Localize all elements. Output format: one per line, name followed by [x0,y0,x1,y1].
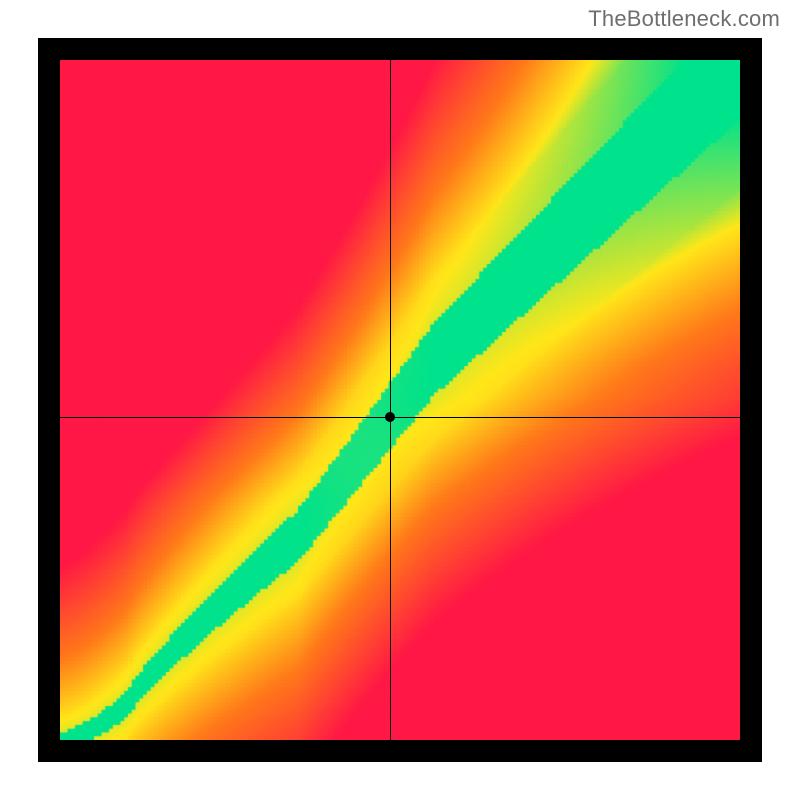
heatmap-canvas [60,60,740,740]
chart-container: TheBottleneck.com [0,0,800,800]
plot-area [38,38,762,762]
crosshair-horizontal [60,417,740,418]
watermark-text: TheBottleneck.com [588,6,780,32]
marker-point [385,412,395,422]
crosshair-vertical [390,60,391,740]
